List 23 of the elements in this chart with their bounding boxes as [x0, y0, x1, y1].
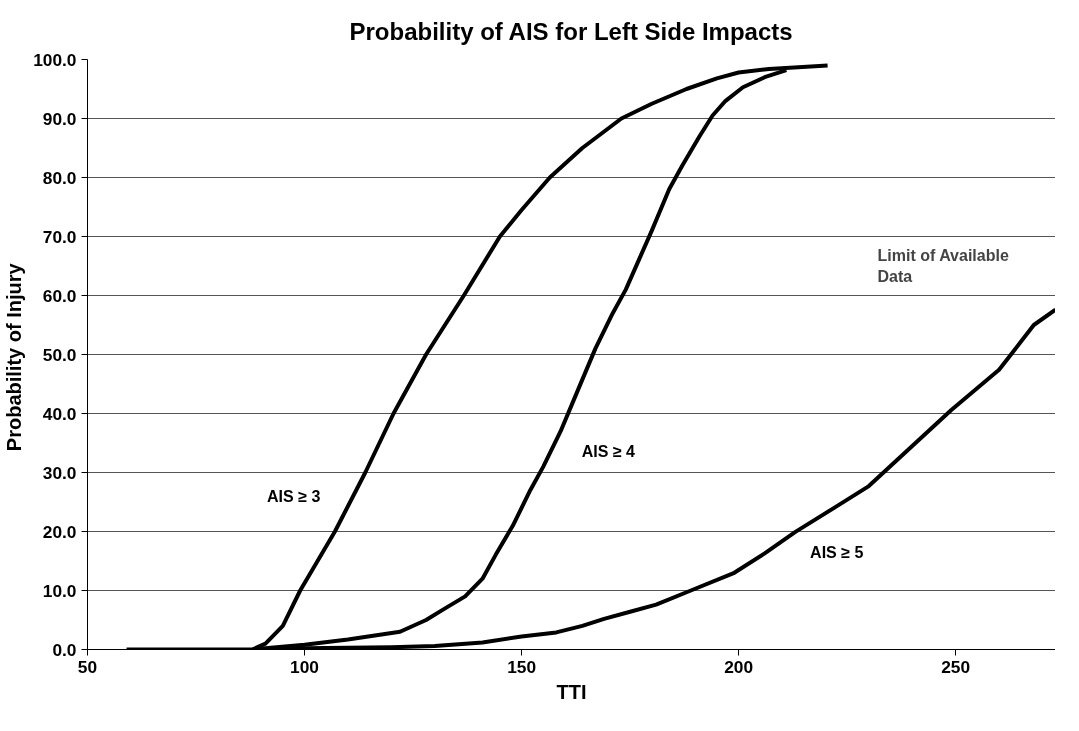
- x-axis-title: TTI: [556, 680, 587, 703]
- x-tick-label: 150: [507, 656, 537, 677]
- chart-title: Probability of AIS for Left Side Impacts: [349, 17, 793, 45]
- y-tick-label: 70.0: [42, 226, 77, 247]
- y-tick-label: 10.0: [42, 580, 77, 601]
- series-label: AIS ≥ 5: [810, 543, 864, 561]
- y-axis-title: Probability of Injury: [3, 262, 26, 452]
- x-tick-label: 250: [941, 656, 971, 677]
- y-tick-label: 20.0: [42, 521, 77, 542]
- y-tick-label: 0.0: [52, 639, 77, 660]
- x-tick-label: 100: [290, 656, 320, 677]
- y-tick-label: 40.0: [42, 403, 77, 424]
- series-label: AIS ≥ 3: [267, 487, 321, 505]
- y-tick-label: 30.0: [42, 462, 77, 483]
- y-tick-label: 50.0: [42, 344, 77, 365]
- y-tick-label: 80.0: [42, 167, 77, 188]
- y-tick-label: 90.0: [42, 108, 77, 129]
- y-tick-label: 100.0: [33, 49, 77, 70]
- annotation: Limit of Available Data: [877, 247, 1009, 285]
- x-tick-label: 200: [724, 656, 754, 677]
- y-tick-label: 60.0: [42, 285, 77, 306]
- x-tick-label: 50: [77, 656, 98, 677]
- series-label: AIS ≥ 4: [581, 443, 636, 461]
